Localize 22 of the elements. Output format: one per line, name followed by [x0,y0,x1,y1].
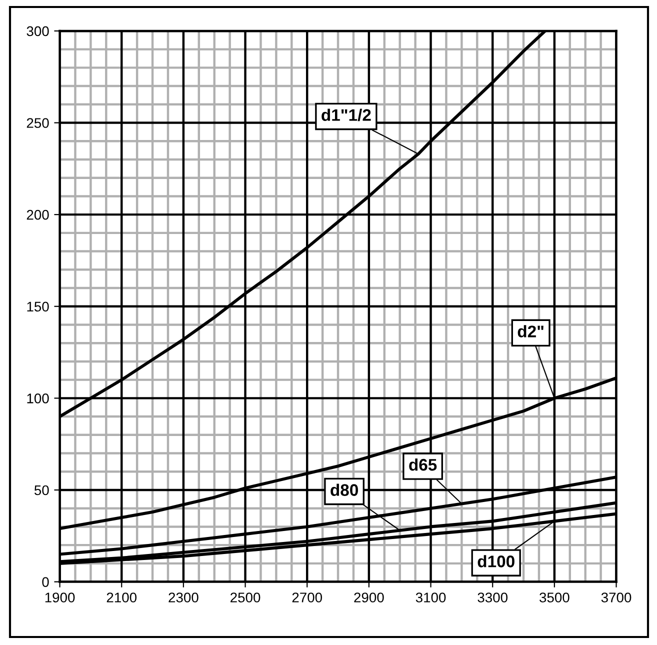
y-tick-label: 50 [34,485,49,496]
x-tick-label: 2300 [168,592,198,602]
x-tick-label: 1900 [45,592,75,602]
x-tick-label: 2900 [354,592,384,602]
y-tick-label: 200 [26,210,49,220]
x-tick-label: 2500 [230,592,260,602]
y-tick-label: 150 [27,302,49,312]
y-tick-label: 100 [27,394,49,404]
y-tick-label: 0 [42,577,49,587]
x-tick-label: 3700 [601,592,632,602]
text: d1"1/2 [322,108,371,122]
x-tick-label: 3100 [416,592,446,602]
x-tick-label: 2700 [292,592,322,602]
series-label: d100 [478,555,514,568]
y-tick-label: 300 [26,26,49,36]
text: d2" [518,325,544,338]
x-tick-label: 2100 [106,592,137,602]
text: d65 [409,458,437,471]
y-tick-label: 250 [26,118,49,128]
text: d80 [330,484,358,496]
x-tick-label: 3300 [478,592,508,602]
x-tick-label: 3500 [540,592,570,602]
